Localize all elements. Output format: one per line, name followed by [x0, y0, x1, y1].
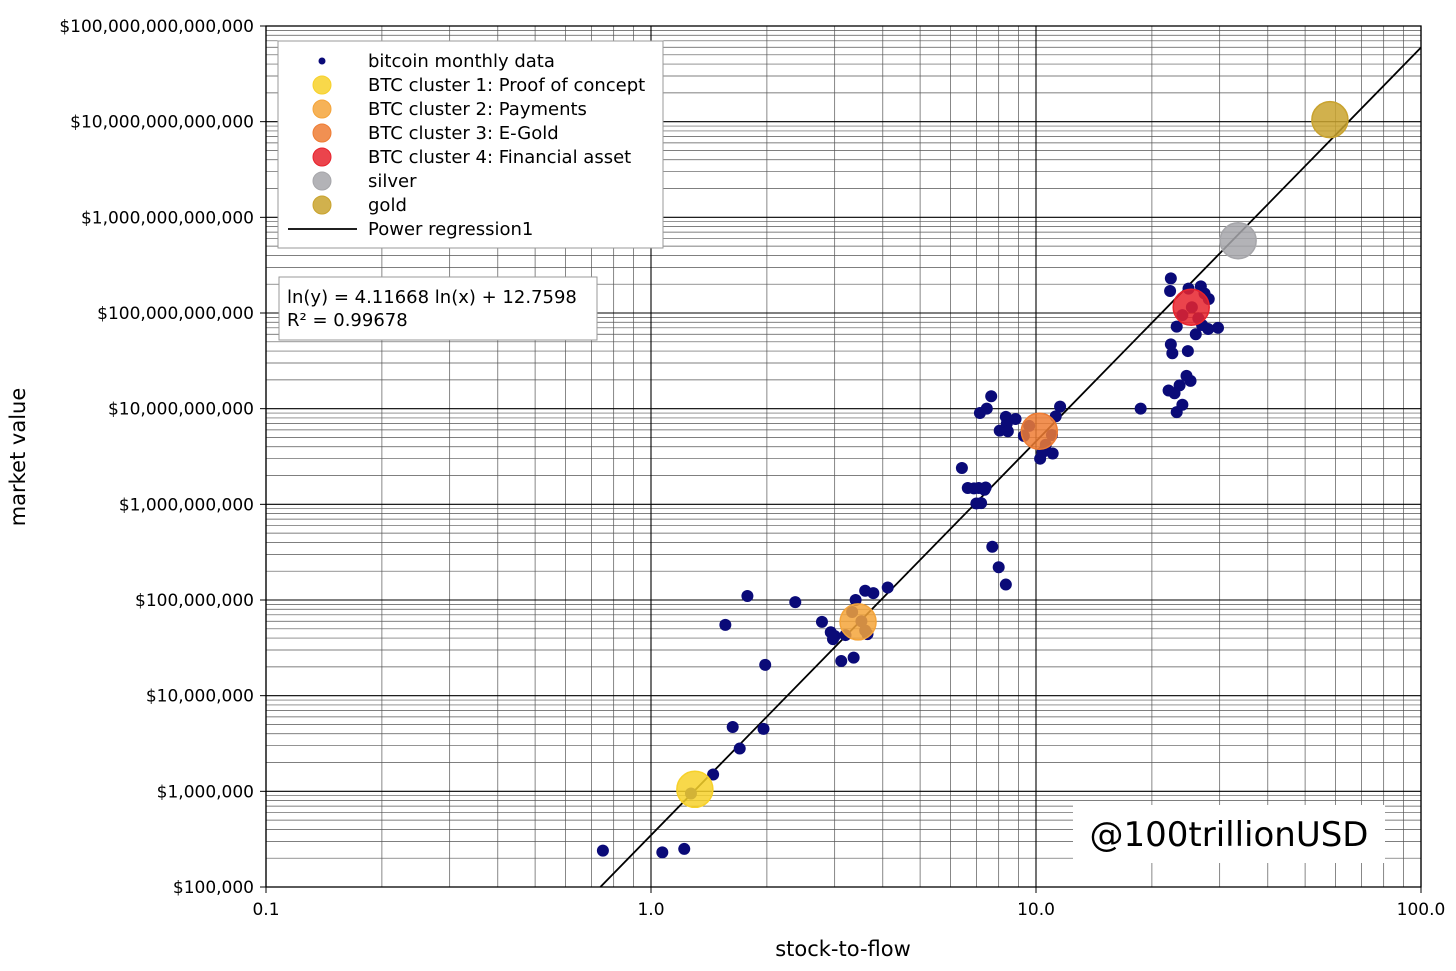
bitcoin-data-point	[1184, 374, 1197, 387]
legend-label-bitcoin-monthly: bitcoin monthly data	[368, 51, 555, 72]
marker-btc-cluster-1-proof-of-concept	[676, 770, 714, 809]
bitcoin-data-point	[1166, 347, 1179, 360]
r-squared-line: R² = 0.99678	[287, 310, 408, 331]
bitcoin-data-point	[789, 596, 802, 609]
legend-label-silver: silver	[368, 171, 417, 192]
bitcoin-data-point	[827, 633, 840, 646]
y-tick-label: $10,000,000,000,000	[70, 113, 254, 133]
bitcoin-data-point	[881, 581, 894, 594]
legend-label-regression: Power regression1	[368, 219, 533, 240]
bitcoin-data-point	[955, 461, 968, 474]
bitcoin-data-point	[975, 497, 988, 510]
y-axis-label: market value	[6, 388, 30, 527]
bitcoin-data-point	[978, 483, 991, 496]
x-tick-label: 100.0	[1397, 900, 1446, 920]
bitcoin-data-point	[759, 658, 772, 671]
bitcoin-data-point	[596, 844, 609, 857]
marker-btc-cluster-2-payments	[839, 603, 877, 641]
legend-label-cluster-4: BTC cluster 4: Financial asset	[368, 147, 631, 168]
bitcoin-data-point	[741, 590, 754, 603]
bitcoin-data-point	[1009, 412, 1022, 425]
y-tick-label: $1,000,000,000	[119, 495, 254, 515]
watermark-box	[1073, 805, 1385, 863]
bitcoin-data-point	[1202, 323, 1215, 336]
y-tick-label: $100,000,000	[135, 591, 254, 611]
y-tick-label: $10,000,000,000	[108, 400, 254, 420]
bitcoin-data-point	[678, 842, 691, 855]
bitcoin-data-point	[1164, 272, 1177, 285]
legend-label-cluster-2: BTC cluster 2: Payments	[368, 99, 587, 120]
y-tick-label: $1,000,000	[157, 782, 254, 802]
x-ticks: 0.1 1.0 10.0 100.0	[252, 887, 1445, 920]
bitcoin-data-point	[1181, 345, 1194, 358]
bitcoin-data-point	[1164, 284, 1177, 297]
bitcoin-data-point	[1170, 320, 1183, 333]
marker-silver	[1219, 221, 1257, 260]
grid-minor	[266, 26, 1421, 887]
bitcoin-data-point	[847, 651, 860, 664]
y-tick-label: $10,000,000	[146, 687, 254, 707]
bitcoin-data-point	[726, 721, 739, 734]
marker-btc-cluster-4-financial-asset	[1172, 288, 1210, 326]
cluster-markers	[676, 100, 1349, 809]
legend-swatch-cluster-1	[312, 75, 332, 95]
bitcoin-data-point	[757, 722, 770, 735]
y-tick-label: $100,000,000,000,000	[59, 17, 254, 37]
bitcoin-data-point	[707, 768, 720, 781]
x-tick-label: 10.0	[1017, 900, 1055, 920]
x-axis-label: stock-to-flow	[775, 937, 911, 961]
legend-swatch-gold	[312, 195, 332, 215]
legend-swatch-bitcoin-monthly	[318, 57, 326, 65]
equation-box	[278, 276, 598, 341]
legend-swatch-cluster-4	[312, 147, 332, 167]
legend-label-cluster-3: BTC cluster 3: E-Gold	[368, 123, 559, 144]
bitcoin-data-point	[835, 655, 848, 668]
marker-btc-cluster-3-e-gold	[1020, 412, 1059, 451]
legend: bitcoin monthly data BTC cluster 1: Proo…	[277, 40, 664, 249]
watermark-text: @100trillionUSD	[1090, 815, 1369, 855]
bitcoin-data-point	[1173, 379, 1186, 392]
bitcoin-data-point	[992, 561, 1005, 574]
legend-box	[277, 40, 664, 249]
bitcoin-data-point	[656, 846, 669, 859]
y-tick-label: $100,000	[173, 878, 254, 898]
bitcoin-data-point	[719, 618, 732, 631]
bitcoin-data-point	[1134, 402, 1147, 415]
watermark: @100trillionUSD	[1073, 805, 1385, 863]
y-tick-label: $100,000,000,000	[97, 304, 254, 324]
regression-equation-box: ln(y) = 4.11668 ln(x) + 12.7598 R² = 0.9…	[278, 276, 598, 341]
legend-swatch-cluster-3	[312, 123, 332, 143]
legend-label-gold: gold	[368, 195, 407, 216]
bitcoin-data-point	[986, 540, 999, 553]
bitcoin-data-point	[985, 390, 998, 403]
bitcoin-data-point	[1001, 425, 1014, 438]
bitcoin-data-point	[815, 615, 828, 628]
plot-frame	[265, 25, 1422, 888]
bitcoin-data-point	[999, 578, 1012, 591]
equation-line: ln(y) = 4.11668 ln(x) + 12.7598	[287, 287, 577, 308]
legend-swatch-cluster-2	[312, 99, 332, 119]
y-tick-label: $1,000,000,000,000	[81, 208, 254, 228]
bitcoin-data-point	[849, 594, 862, 606]
legend-label-cluster-1: BTC cluster 1: Proof of concept	[368, 75, 645, 96]
bitcoin-data-point	[1176, 398, 1189, 411]
bitcoin-data-point	[1212, 321, 1225, 334]
x-tick-label: 1.0	[637, 900, 664, 920]
bitcoin-data-point	[1164, 338, 1177, 351]
bitcoin-data-point	[1189, 328, 1202, 341]
legend-swatch-silver	[312, 171, 332, 191]
bitcoin-data-point	[733, 742, 746, 755]
y-ticks: $100,000 $1,000,000 $10,000,000 $100,000,00…	[59, 17, 266, 898]
bitcoin-data-point	[1054, 400, 1067, 413]
bitcoin-data-point	[867, 587, 880, 600]
bitcoin-data-point	[1046, 447, 1059, 460]
marker-gold	[1311, 100, 1349, 139]
bitcoin-data-point	[980, 402, 993, 415]
x-tick-label: 0.1	[252, 900, 279, 920]
